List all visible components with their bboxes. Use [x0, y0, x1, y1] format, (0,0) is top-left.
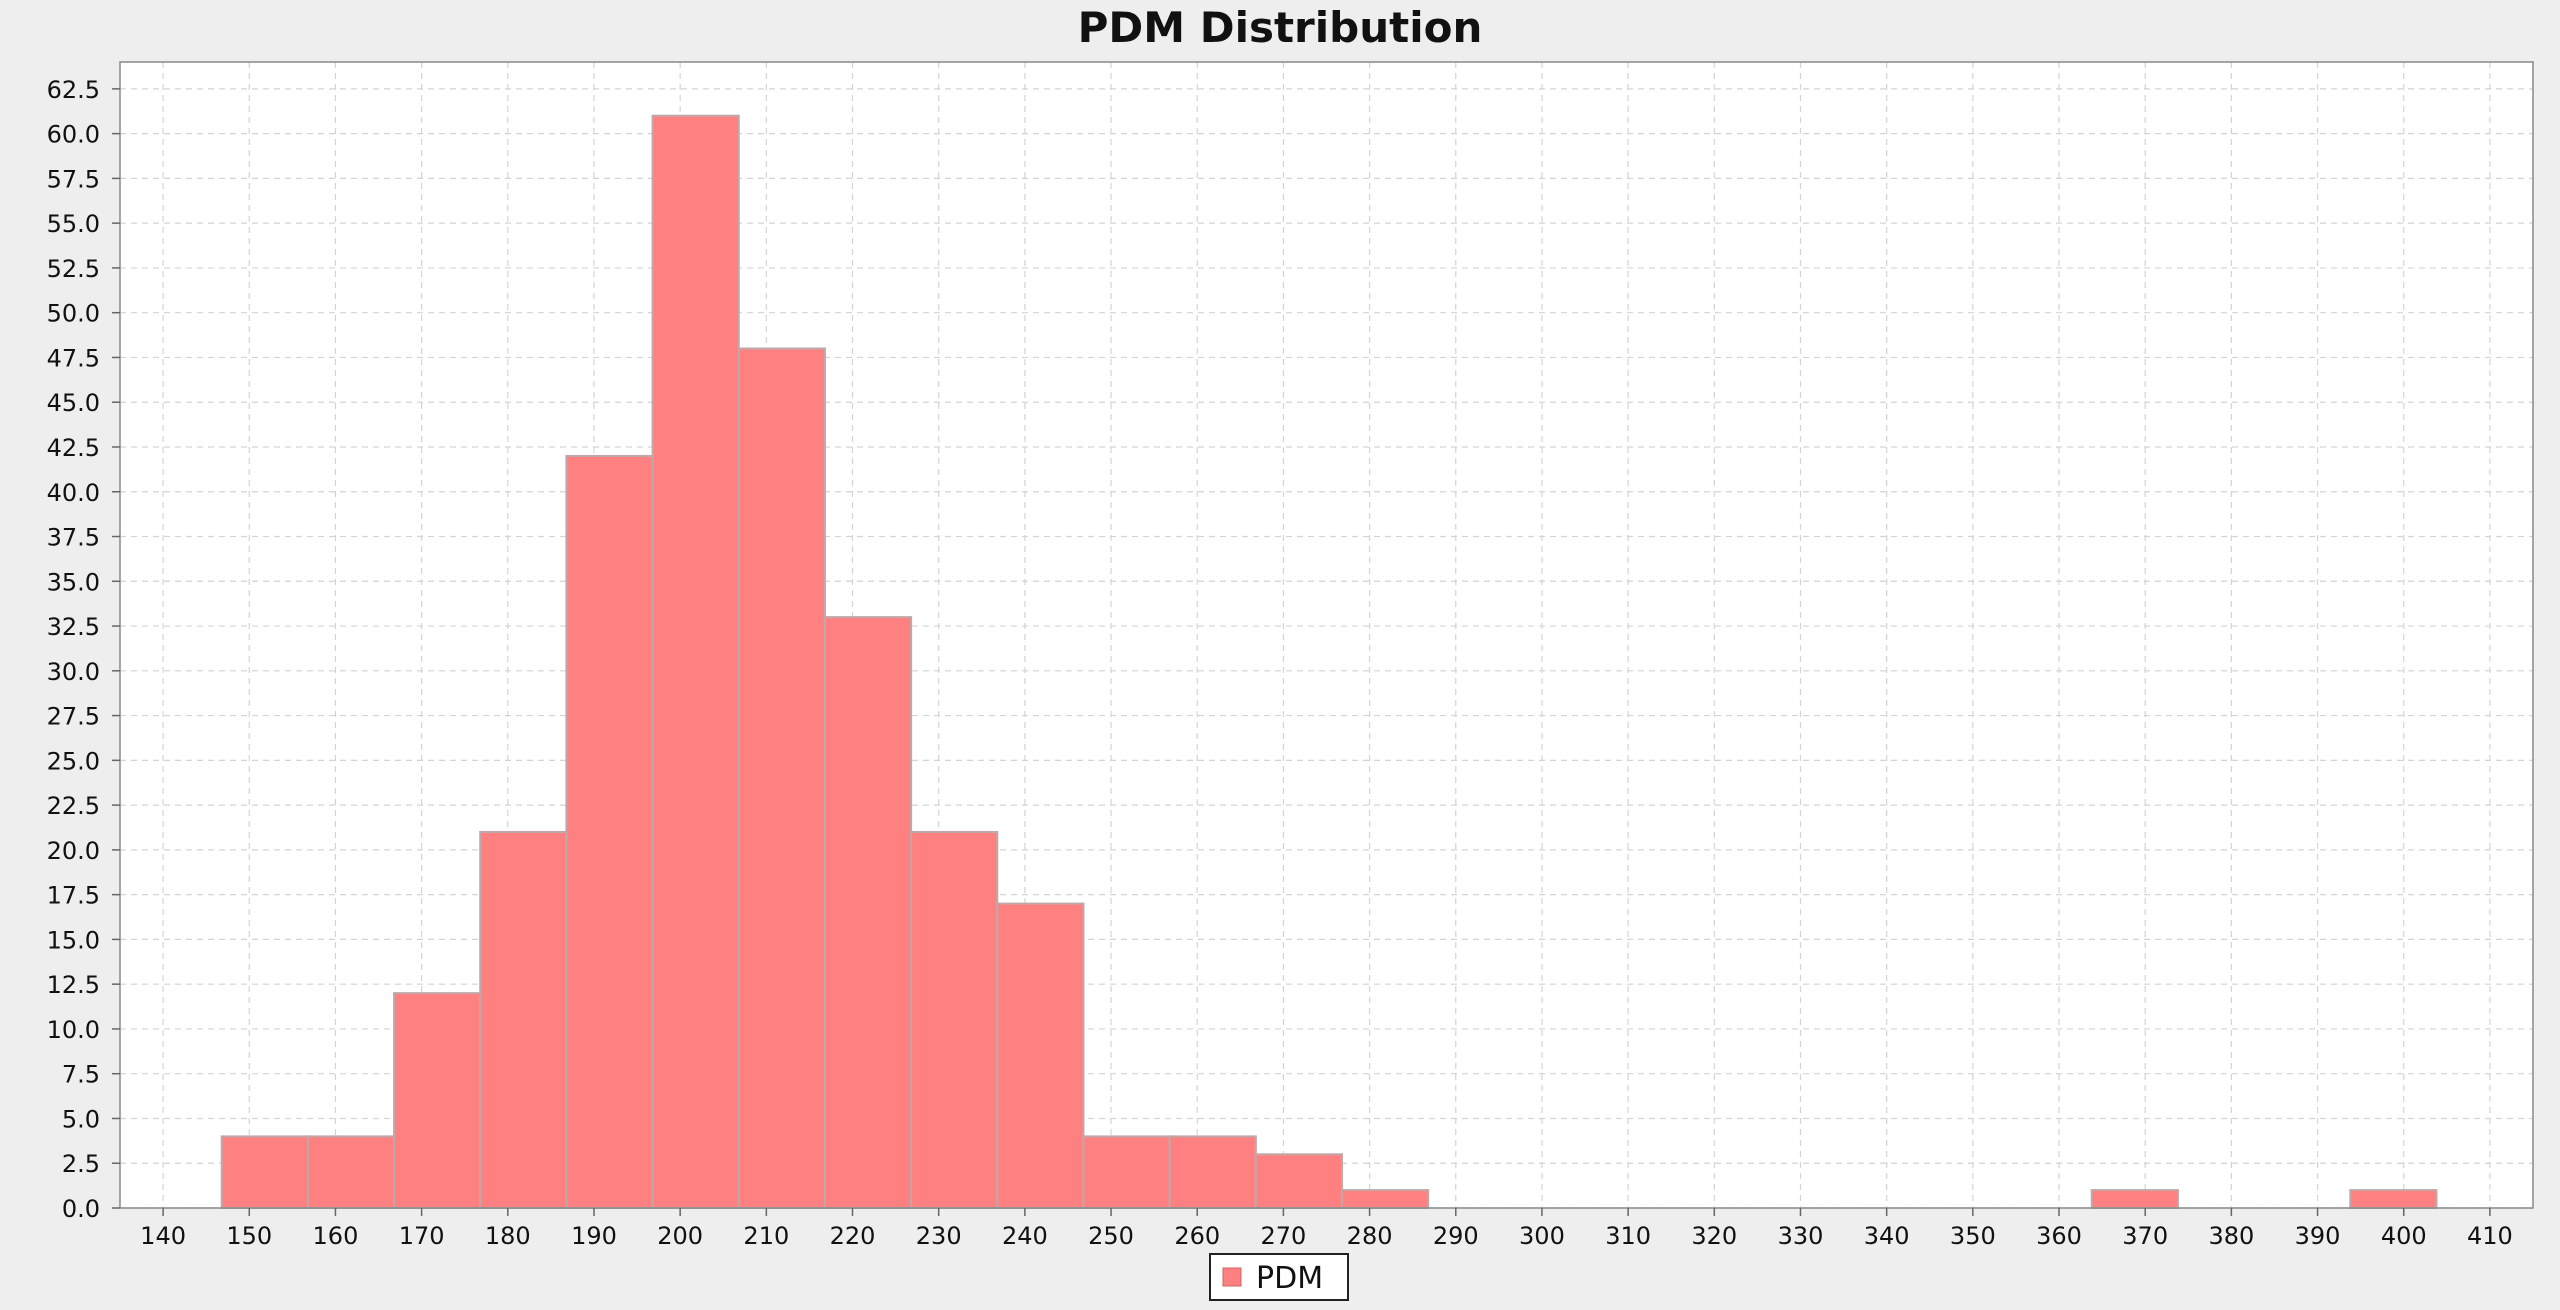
- histogram-bar: [393, 992, 482, 1209]
- legend-label: PDM: [1256, 1261, 1323, 1296]
- x-tick-label: 150: [226, 1222, 272, 1250]
- x-tick-label: 200: [657, 1222, 703, 1250]
- histogram-bar: [1082, 1135, 1171, 1209]
- histogram-bar: [1341, 1189, 1430, 1209]
- y-tick-label: 10.0: [47, 1016, 100, 1044]
- histogram-bar: [2090, 1189, 2179, 1209]
- y-tick-label: 50.0: [47, 300, 100, 328]
- x-tick-label: 280: [1347, 1222, 1393, 1250]
- x-tick-label: 210: [743, 1222, 789, 1250]
- y-tick-label: 30.0: [47, 658, 100, 686]
- histogram-bar: [910, 830, 999, 1209]
- y-tick-label: 47.5: [47, 344, 100, 372]
- x-tick-label: 190: [571, 1222, 617, 1250]
- histogram-bar: [565, 454, 654, 1209]
- legend: PDM: [1209, 1253, 1349, 1301]
- x-tick-label: 410: [2467, 1222, 2513, 1250]
- y-tick-label: 0.0: [62, 1195, 100, 1223]
- histogram-bar: [1254, 1153, 1344, 1209]
- x-tick-label: 310: [1605, 1222, 1651, 1250]
- y-tick-label: 5.0: [62, 1105, 100, 1133]
- bars: [220, 114, 2438, 1209]
- x-tick-label: 320: [1691, 1222, 1737, 1250]
- y-tick-label: 37.5: [47, 524, 100, 552]
- y-tick-label: 57.5: [47, 165, 100, 193]
- x-tick-label: 400: [2381, 1222, 2427, 1250]
- x-tick-label: 160: [313, 1222, 359, 1250]
- y-tick-label: 55.0: [47, 210, 100, 238]
- chart-title: PDM Distribution: [1078, 3, 1483, 52]
- x-tick-label: 350: [1950, 1222, 1996, 1250]
- histogram-bar: [651, 114, 740, 1209]
- x-tick-label: 380: [2208, 1222, 2254, 1250]
- x-tick-label: 370: [2122, 1222, 2168, 1250]
- y-tick-label: 2.5: [62, 1150, 100, 1178]
- x-tick-label: 250: [1088, 1222, 1134, 1250]
- y-tick-label: 20.0: [47, 837, 100, 865]
- y-tick-label: 62.5: [47, 76, 100, 104]
- y-tick-label: 32.5: [47, 613, 100, 641]
- x-tick-label: 270: [1261, 1222, 1307, 1250]
- x-tick-label: 240: [1002, 1222, 1048, 1250]
- x-tick-label: 360: [2036, 1222, 2082, 1250]
- x-tick-label: 300: [1519, 1222, 1565, 1250]
- y-tick-label: 42.5: [47, 434, 100, 462]
- y-tick-label: 22.5: [47, 792, 100, 820]
- x-tick-label: 290: [1433, 1222, 1479, 1250]
- y-tick-label: 12.5: [47, 971, 100, 999]
- y-tick-label: 60.0: [47, 121, 100, 149]
- y-tick-label: 27.5: [47, 703, 100, 731]
- plot-border: [119, 61, 2534, 1209]
- histogram-bar: [996, 902, 1085, 1209]
- y-axis: 0.0 2.5 5.0 7.5 10.0 12.5 15.0 17.5 20.0 22.5 25.0…: [47, 76, 120, 1223]
- y-tick-label: 45.0: [47, 389, 100, 417]
- x-axis: 140 150 160 170 180 190 200 210 220 230 240 250 260 2…: [140, 1208, 2513, 1250]
- x-tick-label: 340: [1864, 1222, 1910, 1250]
- histogram-bar: [737, 347, 826, 1209]
- histogram-bar: [479, 830, 568, 1209]
- legend-swatch: [1222, 1267, 1242, 1287]
- x-tick-label: 180: [485, 1222, 531, 1250]
- y-tick-label: 17.5: [47, 882, 100, 910]
- x-tick-label: 260: [1174, 1222, 1220, 1250]
- histogram-bar: [823, 616, 913, 1209]
- y-tick-label: 52.5: [47, 255, 100, 283]
- x-tick-label: 230: [916, 1222, 962, 1250]
- histogram-bar: [2349, 1189, 2438, 1209]
- x-tick-label: 330: [1778, 1222, 1824, 1250]
- y-tick-label: 40.0: [47, 479, 100, 507]
- histogram-bar: [1168, 1135, 1257, 1209]
- y-tick-label: 7.5: [62, 1061, 100, 1089]
- y-tick-label: 15.0: [47, 926, 100, 954]
- x-tick-label: 220: [830, 1222, 876, 1250]
- y-tick-label: 25.0: [47, 747, 100, 775]
- x-tick-label: 140: [140, 1222, 186, 1250]
- x-tick-label: 170: [399, 1222, 445, 1250]
- x-tick-label: 390: [2295, 1222, 2341, 1250]
- histogram-bar: [220, 1135, 309, 1209]
- histogram-bar: [306, 1135, 396, 1209]
- y-tick-label: 35.0: [47, 568, 100, 596]
